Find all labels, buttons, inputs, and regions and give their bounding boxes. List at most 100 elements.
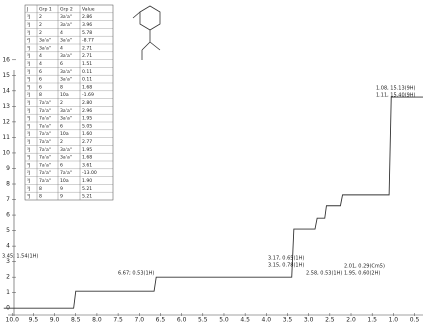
table-cell: 3a'a" bbox=[39, 45, 51, 51]
table-cell: ³J bbox=[27, 53, 30, 59]
table-cell: ³J bbox=[27, 100, 30, 106]
table-cell: ²J bbox=[27, 92, 30, 98]
table-cell: 2 bbox=[39, 30, 42, 36]
table-header: Grp 2 bbox=[60, 6, 73, 12]
annotation: 3.15, 0.78(1H) bbox=[268, 263, 304, 269]
table-cell: 2 bbox=[60, 139, 63, 145]
y-tick-label: 6 bbox=[6, 212, 10, 219]
x-tick-label: 8.5 bbox=[71, 317, 81, 324]
table-cell: ³J bbox=[27, 69, 30, 75]
table-cell: 6 bbox=[39, 84, 42, 90]
table-cell: 6 bbox=[60, 61, 63, 67]
table-cell: 8 bbox=[39, 194, 42, 200]
annotation: 1.95, 0.60(2H) bbox=[344, 271, 380, 277]
table-cell: ³J bbox=[27, 84, 30, 90]
x-tick-label: 9.5 bbox=[29, 317, 39, 324]
table-cell: 6 bbox=[39, 77, 42, 83]
table-cell: ³J bbox=[27, 186, 30, 192]
table-cell: 7a'a" bbox=[39, 139, 51, 145]
table-cell: 3a'a" bbox=[60, 22, 72, 28]
structure bbox=[132, 5, 161, 60]
y-tick-label: 7 bbox=[6, 196, 10, 203]
annotation: 6.67; 0.53(1H) bbox=[118, 271, 154, 277]
table-cell: 0.11 bbox=[82, 69, 92, 75]
table-cell: ³J bbox=[27, 194, 30, 200]
table-cell: 3a'a" bbox=[60, 116, 72, 122]
table-cell: 7a'a" bbox=[39, 131, 51, 137]
table-cell: ³J bbox=[27, 131, 30, 137]
table-cell: 4 bbox=[39, 61, 42, 67]
x-tick-label: 1.5 bbox=[367, 317, 377, 324]
table-cell: 7a'a" bbox=[39, 170, 51, 176]
table-cell: ³J bbox=[27, 14, 30, 20]
table-cell: 6 bbox=[60, 162, 63, 168]
annotation: 3.45; 1.54(1H) bbox=[2, 254, 38, 260]
table-cell: 2.71 bbox=[82, 45, 92, 51]
x-tick-label: 5.0 bbox=[219, 317, 229, 324]
x-tick-label: 1.0 bbox=[389, 317, 399, 324]
y-tick-label: 9 bbox=[6, 165, 10, 172]
x-tick-label: 0.5 bbox=[410, 317, 420, 324]
table-cell: ³J bbox=[27, 139, 30, 145]
table-cell: 10a bbox=[60, 92, 69, 98]
table-cell: ³J bbox=[27, 22, 30, 28]
table-cell: 2 bbox=[60, 100, 63, 106]
table-cell: 1.95 bbox=[82, 116, 92, 122]
table-cell: 3.96 bbox=[82, 22, 92, 28]
x-tick-label: 7.5 bbox=[113, 317, 123, 324]
x-tick-label: 2.0 bbox=[346, 317, 356, 324]
annotation: 2.58, 0.53(1H) bbox=[306, 271, 342, 277]
table-cell: 3a'a" bbox=[39, 38, 51, 44]
table-cell: 7a'a" bbox=[39, 100, 51, 106]
x-tick-label: 7.0 bbox=[135, 317, 145, 324]
table-cell: 3.61 bbox=[82, 162, 92, 168]
annotation: 3.17, 0.65(1H) bbox=[268, 256, 304, 262]
table-cell: 3a'a" bbox=[60, 155, 72, 161]
integral-curve bbox=[3, 96, 423, 309]
table-cell: ³J bbox=[27, 30, 30, 36]
table-cell: 6 bbox=[39, 69, 42, 75]
table-cell: 2.86 bbox=[82, 14, 92, 20]
table-cell: 2 bbox=[39, 14, 42, 20]
table-cell: 6 bbox=[60, 123, 63, 129]
x-tick-label: 6.0 bbox=[177, 317, 187, 324]
table-cell: 10a bbox=[60, 178, 69, 184]
y-tick-label: 11 bbox=[2, 134, 10, 141]
y-tick-label: 1 bbox=[6, 289, 10, 296]
coupling-table: J Grp 1 Grp 2 Value ³J 2 3a'a" 2.86 ³J 2 3a'a" 3.96… bbox=[24, 4, 114, 201]
table-cell: 1.51 bbox=[82, 61, 92, 67]
table-cell: 7a'a" bbox=[39, 108, 51, 114]
table-cell: 2.96 bbox=[82, 108, 92, 114]
y-tick-label: 8 bbox=[6, 181, 10, 188]
table-cell: ²J bbox=[27, 38, 30, 44]
table-cell: 7a'a" bbox=[39, 123, 51, 129]
x-tick-label: 4.0 bbox=[262, 317, 272, 324]
table-cell: 10a bbox=[60, 131, 69, 137]
table-cell: 7a'a" bbox=[60, 170, 72, 176]
table-cell: 1.60 bbox=[82, 131, 92, 137]
table-cell: 5.21 bbox=[82, 186, 92, 192]
table-cell: 2.71 bbox=[82, 53, 92, 59]
table-cell: -13.00 bbox=[82, 170, 97, 176]
y-tick-label: 10 bbox=[2, 149, 10, 156]
table-cell: 9 bbox=[60, 186, 63, 192]
y-tick-label: 5 bbox=[6, 227, 10, 234]
x-tick-label: 3.5 bbox=[283, 317, 293, 324]
annotation: 1.08, 15.13(9H) bbox=[376, 86, 416, 92]
x-tick-label: 10.0 bbox=[6, 317, 20, 324]
y-tick-label: 16 bbox=[2, 56, 10, 63]
table-cell: ³J bbox=[27, 45, 30, 51]
y-tick-label: 13 bbox=[2, 103, 10, 110]
table-header: J bbox=[26, 6, 28, 12]
table-cell: 7a'a" bbox=[39, 178, 51, 184]
table-cell: ³J bbox=[27, 61, 30, 67]
table-cell: -8.77 bbox=[82, 38, 94, 44]
x-tick-label: 4.5 bbox=[240, 317, 250, 324]
table-cell: 7a'a" bbox=[39, 162, 51, 168]
table-cell: ³J bbox=[27, 123, 30, 129]
y-tick-label: 4 bbox=[6, 243, 10, 250]
table-cell: 1.68 bbox=[82, 84, 92, 90]
x-tick-label: 5.5 bbox=[198, 317, 208, 324]
table-cell: 8 bbox=[39, 92, 42, 98]
